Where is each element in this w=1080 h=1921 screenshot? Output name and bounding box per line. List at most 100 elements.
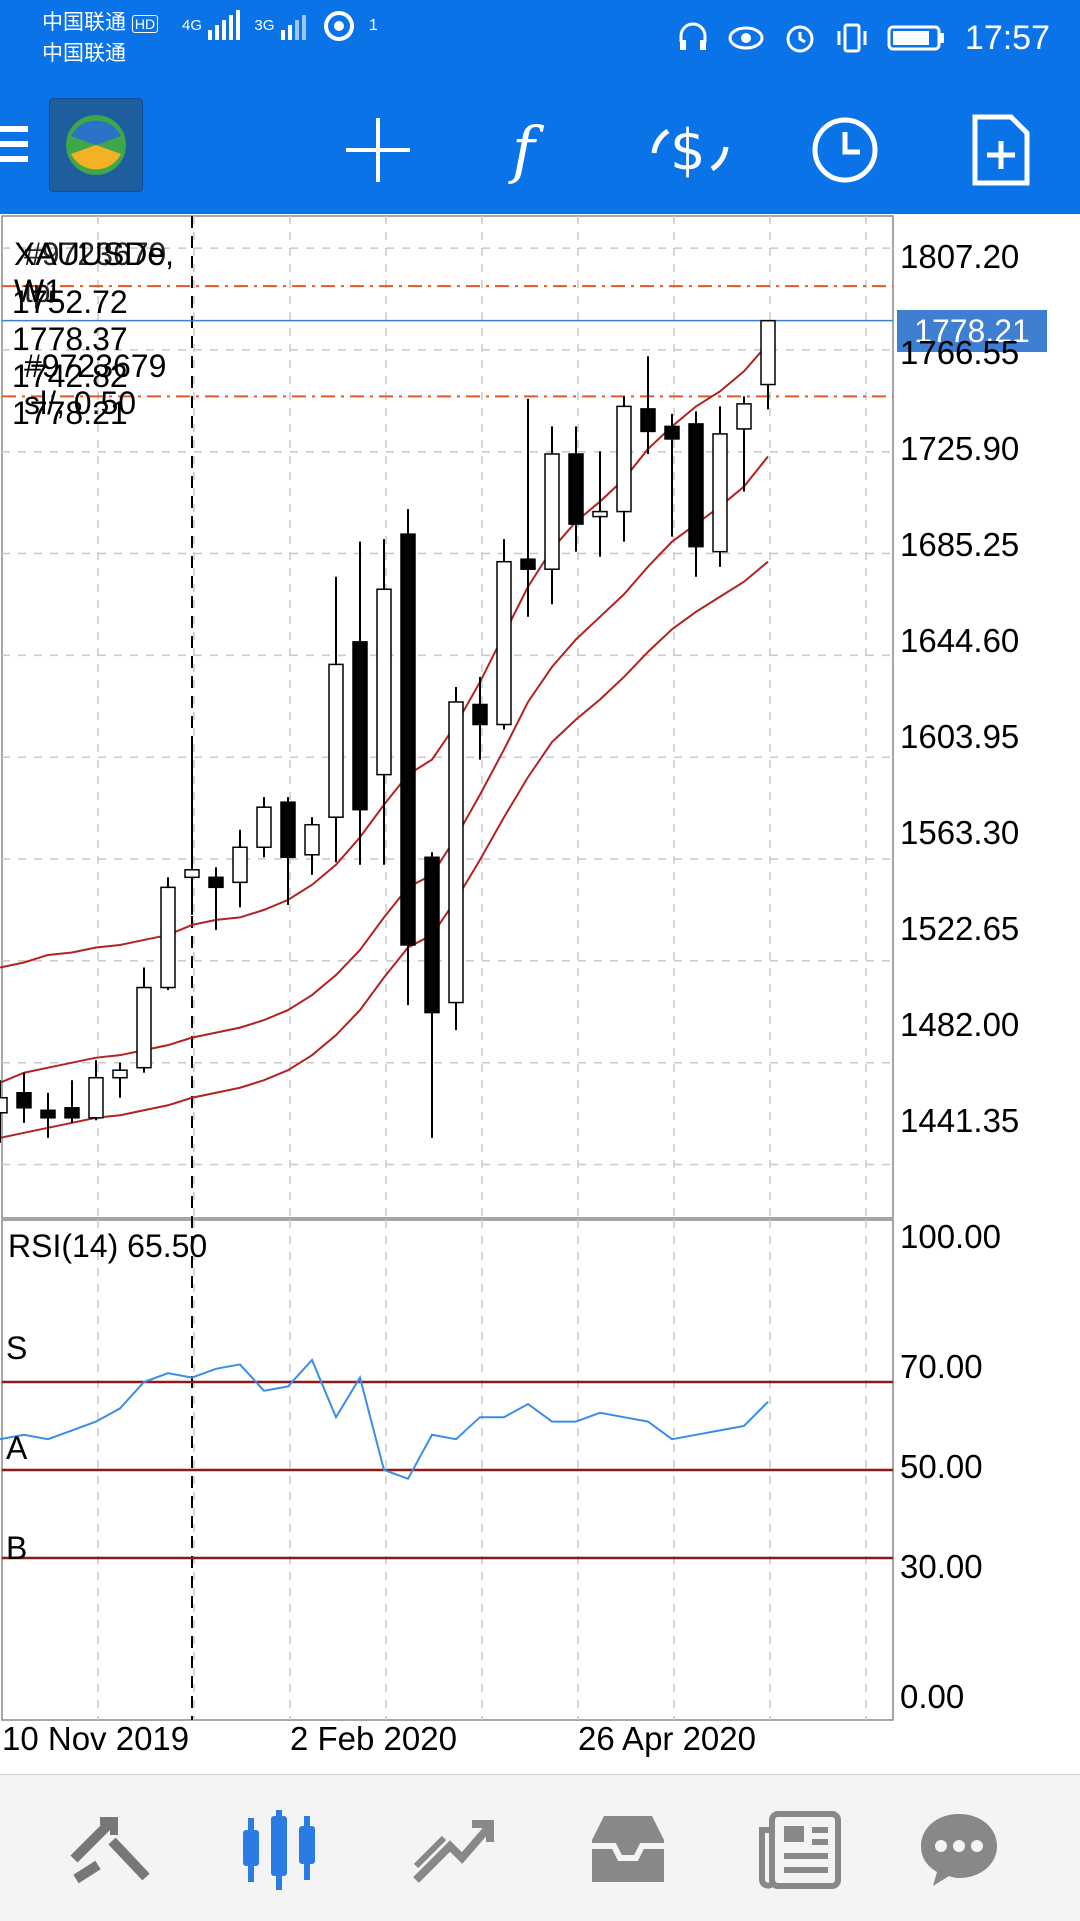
rsi-label: RSI(14) 65.50	[8, 1228, 208, 1264]
function-icon: f	[508, 115, 545, 185]
candle-body	[712, 433, 728, 553]
headset-icon	[679, 22, 707, 50]
chart-area[interactable]: XAUUSDe, W1 #9723679 tp 1752.72 1778.37 …	[0, 214, 1080, 1774]
nav-quotes[interactable]	[65, 1805, 155, 1895]
wifi-icon	[323, 11, 354, 41]
price-tick: 1644.60	[900, 622, 1020, 659]
price-tick: 1603.95	[900, 718, 1020, 755]
candle-body	[328, 663, 344, 818]
indicators-button[interactable]: f	[490, 106, 578, 194]
rsi-tick: 30.00	[900, 1548, 983, 1585]
symbol-period: XAUUSDe, W1	[14, 236, 175, 309]
app-logo[interactable]	[49, 98, 143, 192]
price-tick: 1766.55	[900, 334, 1020, 371]
toolbar: f $	[0, 78, 1080, 214]
new-order-button[interactable]	[957, 106, 1045, 194]
candle-body	[208, 876, 224, 889]
candle-body	[688, 423, 704, 548]
rsi-level-a: A	[6, 1430, 28, 1466]
nav-chart[interactable]	[236, 1805, 326, 1895]
price-tick: 1807.20	[900, 238, 1020, 275]
crosshair-button[interactable]	[334, 106, 422, 194]
candle-body	[592, 510, 608, 518]
candle-body	[544, 453, 560, 570]
network-indicators: 4G 3G 1	[182, 10, 378, 42]
price-chart-svg[interactable]	[0, 214, 1080, 1774]
price-tick: 1725.90	[900, 430, 1020, 467]
quotes-icon	[70, 1817, 150, 1884]
candle-body	[304, 823, 320, 856]
envelope-middle	[0, 455, 769, 1084]
bottom-navigation	[0, 1774, 1080, 1921]
candle-body	[640, 408, 656, 433]
rsi-tick: 50.00	[900, 1448, 983, 1485]
rsi-tick: 70.00	[900, 1348, 983, 1385]
nav-trade[interactable]	[407, 1805, 497, 1895]
main-frame	[1, 215, 894, 1219]
candle-body	[664, 425, 680, 440]
inbox-icon	[592, 1816, 664, 1882]
candle-body	[40, 1109, 56, 1119]
clock-time: 17:57	[964, 19, 1050, 57]
candle-body	[400, 533, 416, 946]
alarm-icon	[786, 25, 814, 53]
ohlc-values: 1752.72 1778.37 1742.82 1778.21	[12, 284, 128, 431]
hd-badge: HD	[131, 15, 159, 33]
trade-button[interactable]: $	[646, 106, 734, 194]
metatrader-logo-icon	[66, 115, 126, 175]
timeframe-button[interactable]	[801, 106, 889, 194]
candle-body	[616, 405, 632, 513]
nav-news[interactable]	[755, 1805, 845, 1895]
tp-order-label: #9723679 tp	[24, 236, 167, 309]
network-4g: 4G	[182, 16, 203, 34]
signal-icon	[208, 10, 241, 40]
status-right: 17:57	[677, 18, 1050, 58]
candle-body	[376, 588, 392, 776]
candle-body	[256, 806, 272, 849]
status-bar: 中国联通 HD 中国联通 4G 3G 1 17:57	[0, 0, 1080, 78]
price-tick: 1522.65	[900, 910, 1020, 947]
candle-body	[232, 846, 248, 884]
rsi-line	[0, 1358, 769, 1481]
nav-chat[interactable]	[914, 1805, 1004, 1895]
candle-body	[352, 641, 368, 811]
price-tick: 1482.00	[900, 1006, 1020, 1043]
menu-icon[interactable]	[0, 126, 28, 180]
date-tick: 2 Feb 2020	[290, 1720, 457, 1757]
rsi-tick: 100.00	[900, 1218, 1001, 1255]
vibrate-icon	[837, 23, 867, 53]
candle-body	[160, 886, 176, 989]
candle-body	[760, 319, 776, 386]
wifi-badge: 1	[368, 16, 378, 34]
price-tick: 1441.35	[900, 1102, 1020, 1139]
trade-nav-icon	[413, 1820, 494, 1883]
candle-body	[520, 558, 536, 570]
candle-body	[88, 1076, 104, 1119]
current-price-tag: 1778.21	[897, 310, 1047, 352]
carrier-info: 中国联通 HD 中国联通	[42, 8, 159, 69]
candle-body	[448, 701, 464, 1004]
nav-history[interactable]	[583, 1805, 673, 1895]
rsi-level-s: S	[6, 1330, 28, 1366]
candle-body	[496, 560, 512, 726]
battery-icon	[887, 25, 944, 51]
candle-body	[112, 1069, 128, 1079]
news-icon	[759, 1811, 841, 1889]
candle-body	[64, 1107, 80, 1119]
date-tick: 26 Apr 2020	[578, 1720, 756, 1757]
trade-icon: $	[651, 118, 729, 183]
candle-body	[16, 1092, 32, 1109]
candle-body	[472, 703, 488, 726]
price-tick: 1563.30	[900, 814, 1020, 851]
clock-icon	[812, 117, 878, 183]
candle-body	[184, 869, 200, 879]
candle-body	[136, 986, 152, 1069]
candle-body	[736, 403, 752, 430]
new-order-icon	[972, 114, 1030, 186]
carrier-2: 中国联通	[42, 42, 126, 65]
candle-body	[424, 856, 440, 1014]
candle-body	[568, 453, 584, 525]
svg-text:f: f	[508, 115, 545, 185]
envelope-lower	[0, 560, 769, 1139]
crosshair-icon	[346, 118, 410, 182]
